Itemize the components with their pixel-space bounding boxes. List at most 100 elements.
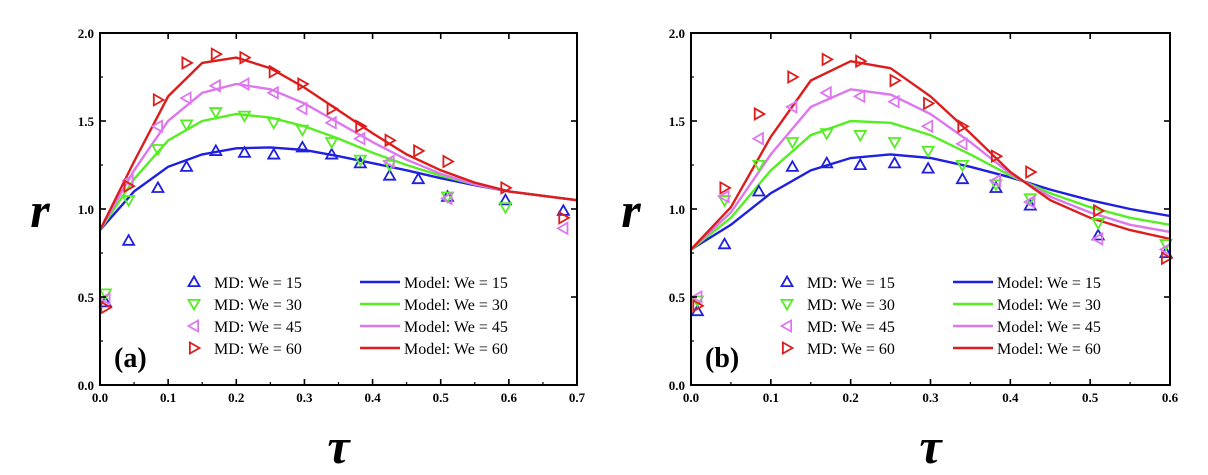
md-point-s4-10 bbox=[990, 149, 1004, 164]
legend-marker-3 bbox=[186, 318, 200, 334]
x-tick-label: 0.1 bbox=[160, 390, 176, 405]
x-tick-label: 0.1 bbox=[763, 390, 779, 405]
md-point-s4-5 bbox=[821, 52, 835, 67]
md-point-s3-9 bbox=[324, 115, 337, 130]
legend-md-label: MD: We = 15 bbox=[807, 275, 895, 292]
y-tick-label: 1.0 bbox=[669, 202, 685, 217]
md-point-s4-2 bbox=[123, 179, 136, 194]
md-point-s2-5 bbox=[819, 128, 834, 141]
y-tick-label: 0.0 bbox=[78, 378, 94, 393]
x-tick-label: 0.3 bbox=[922, 390, 939, 405]
y-tick-label: 0.0 bbox=[669, 378, 685, 393]
md-point-s3-11 bbox=[1022, 194, 1036, 210]
md-point-s4-4 bbox=[181, 55, 194, 70]
md-point-s3-1 bbox=[98, 291, 111, 306]
md-point-s2-5 bbox=[208, 107, 223, 120]
x-axis-label: τ bbox=[919, 418, 943, 474]
md-point-s1-1 bbox=[98, 294, 113, 308]
md-point-s3-12 bbox=[440, 191, 453, 206]
model-curve-4 bbox=[98, 56, 578, 231]
chart-panel-b: 0.0 0.1 0.2 0.3 0.4 0.5 0.6 0.0 0.5 1.0 1.5 2.0 τ r (b… bbox=[621, 26, 1178, 474]
md-point-s1-12 bbox=[411, 171, 426, 185]
y-tick-label: 1.0 bbox=[78, 202, 94, 217]
md-point-s3-7 bbox=[887, 94, 900, 109]
md-point-s4-5 bbox=[210, 47, 224, 62]
x-tick-label: 0.0 bbox=[683, 390, 699, 405]
md-point-s4-9 bbox=[957, 119, 970, 134]
md-point-s3-8 bbox=[920, 119, 934, 134]
md-point-s2-7 bbox=[887, 137, 902, 150]
x-tick-label: 0.2 bbox=[228, 390, 244, 405]
legend-marker-2 bbox=[186, 298, 202, 312]
y-tick-label: 1.5 bbox=[78, 114, 95, 129]
x-tick-label: 0.5 bbox=[1082, 390, 1099, 405]
md-point-s2-12 bbox=[1091, 218, 1106, 231]
md-point-s2-6 bbox=[853, 130, 868, 143]
md-point-s2-9 bbox=[324, 137, 339, 150]
legend-model-label: Model: We = 60 bbox=[404, 341, 508, 358]
x-tick-label: 0.2 bbox=[843, 390, 859, 405]
md-point-s1-7 bbox=[887, 155, 902, 169]
x-tick-label: 0.0 bbox=[92, 390, 108, 405]
x-tick-label: 0.6 bbox=[1162, 390, 1179, 405]
legend-md-label: MD: We = 60 bbox=[214, 341, 302, 358]
md-point-s4-8 bbox=[923, 96, 936, 111]
legend-model-label: Model: We = 45 bbox=[404, 319, 508, 336]
md-point-s4-7 bbox=[889, 73, 902, 88]
legend-md-label: MD: We = 60 bbox=[807, 341, 895, 358]
md-point-s2-4 bbox=[785, 137, 800, 150]
md-point-s3-10 bbox=[352, 131, 366, 146]
legend-model-label: Model: We = 30 bbox=[404, 297, 508, 314]
md-point-s4-13 bbox=[442, 154, 455, 169]
md-point-s4-15 bbox=[558, 210, 571, 225]
legend-md-label: MD: We = 30 bbox=[807, 297, 895, 314]
md-point-s3-10 bbox=[988, 173, 1001, 188]
md-point-s4-8 bbox=[297, 76, 310, 92]
md-point-s2-13 bbox=[498, 202, 513, 215]
md-point-s2-8 bbox=[295, 124, 310, 138]
md-point-s3-8 bbox=[295, 101, 308, 116]
md-point-s4-3 bbox=[152, 92, 166, 107]
model-curve-1 bbox=[99, 146, 578, 231]
md-point-s1-3 bbox=[150, 180, 165, 193]
legend-marker-4 bbox=[781, 340, 795, 356]
md-point-s4-7 bbox=[268, 64, 282, 79]
x-tick-label: 0.6 bbox=[501, 390, 518, 405]
md-point-s4-1 bbox=[692, 298, 705, 313]
md-point-s1-2 bbox=[717, 236, 732, 250]
md-point-s3-9 bbox=[955, 136, 968, 151]
md-point-s1-8 bbox=[921, 161, 936, 174]
legend-marker-3 bbox=[779, 318, 793, 334]
y-tick-label: 0.5 bbox=[78, 290, 95, 305]
md-point-s1-11 bbox=[382, 168, 397, 181]
y-tick-label: 0.5 bbox=[669, 290, 686, 305]
chart-panel-a: 0.0 0.1 0.2 0.3 0.4 0.5 0.6 0.7 0.0 0.5 1.0 1.5 2.0 τ… bbox=[30, 26, 585, 474]
md-point-s3-13 bbox=[556, 221, 569, 236]
md-point-s4-3 bbox=[753, 106, 767, 122]
md-point-s2-11 bbox=[1023, 193, 1038, 206]
legend-md-label: MD: We = 45 bbox=[214, 319, 302, 336]
legend-model-label: Model: We = 30 bbox=[997, 297, 1101, 314]
md-point-s4-11 bbox=[384, 133, 397, 148]
md-point-s4-14 bbox=[500, 180, 513, 195]
md-point-s2-2 bbox=[121, 195, 136, 208]
md-point-s3-3 bbox=[751, 131, 764, 146]
legend-marker-4 bbox=[188, 340, 202, 356]
x-tick-label: 0.4 bbox=[364, 390, 381, 405]
legend-model-label: Model: We = 15 bbox=[404, 275, 508, 292]
md-point-s4-2 bbox=[719, 180, 732, 195]
legend-model-label: Model: We = 45 bbox=[997, 319, 1101, 336]
md-point-s1-5 bbox=[819, 155, 834, 169]
y-tick-label: 1.5 bbox=[669, 114, 686, 129]
md-point-s2-3 bbox=[751, 159, 766, 173]
x-tick-label: 0.4 bbox=[1002, 390, 1019, 405]
model-curve-3 bbox=[690, 88, 1171, 251]
legend-md-label: MD: We = 30 bbox=[214, 297, 302, 314]
md-point-s1-11 bbox=[1023, 198, 1038, 211]
model-curve-1 bbox=[690, 153, 1171, 251]
y-axis-label: r bbox=[621, 182, 641, 238]
model-curve-4 bbox=[690, 59, 1171, 251]
md-point-s3-5 bbox=[208, 78, 221, 93]
legend-md-label: MD: We = 45 bbox=[807, 319, 895, 336]
